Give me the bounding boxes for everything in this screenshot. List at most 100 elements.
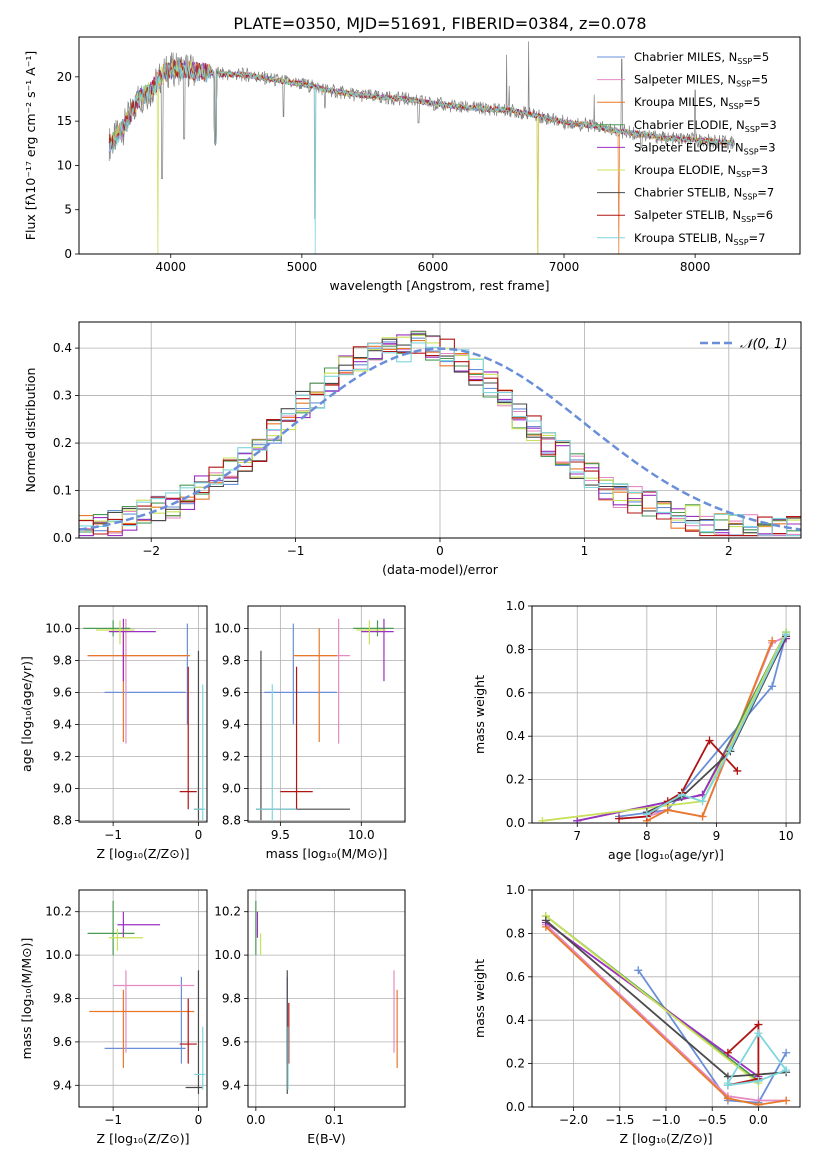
weight-marker-cyan xyxy=(723,1081,732,1090)
legend-entry: Salpeter STELIB, NSSP=6 xyxy=(634,208,773,224)
weight-line-cyan xyxy=(727,1031,788,1087)
legend-entry: Chabrier STELIB, NSSP=7 xyxy=(634,186,774,202)
legend-entry: Chabrier ELODIE, NSSP=3 xyxy=(634,118,777,134)
plot-area-Z-massweight xyxy=(541,912,791,1107)
y-tick-label: 9.6 xyxy=(53,685,72,699)
weight-marker-cyan xyxy=(698,797,707,806)
legend-entry: 𝒩(0, 1) xyxy=(740,337,787,352)
x-tick-label: −1 xyxy=(104,828,122,842)
weight-marker-blue xyxy=(782,1048,791,1057)
x-tick-label: 4000 xyxy=(155,260,186,274)
x-tick-label: −1 xyxy=(104,1113,122,1127)
weight-marker-cyan xyxy=(726,745,735,754)
legend-entry: Salpeter MILES, NSSP=5 xyxy=(634,73,768,89)
y-tick-label: 10.0 xyxy=(45,948,72,962)
y-tick-label: 0.2 xyxy=(53,436,72,450)
y-axis-label: mass weight xyxy=(472,675,487,754)
weight-marker-red xyxy=(754,1020,763,1029)
x-tick-label: 10.0 xyxy=(348,828,375,842)
weight-marker-cyan xyxy=(754,1076,763,1085)
panel-Z-massweight: −2.0 −1.5 −1.0 −0.5 0.0 0.0 0.2 0.4 0.6 0.8 1.0 Z [… xyxy=(472,883,801,1146)
y-tick-label: 0.8 xyxy=(506,642,525,656)
y-axis-label: Flux [fλ10⁻¹⁷ erg cm⁻² s⁻¹ A⁻¹] xyxy=(23,51,38,240)
y-tick-label: 0 xyxy=(64,247,72,261)
y-tick-label: 15 xyxy=(57,114,72,128)
axes-frame xyxy=(78,889,208,1108)
panel-EBV-mass: 0.0 0.1 9.4 9.6 9.8 10.0 10.2 E(B-V) xyxy=(214,889,406,1146)
x-tick-label: 5000 xyxy=(287,260,318,274)
figure-title: PLATE=0350, MJD=51691, FIBERID=0384, z=0… xyxy=(233,14,646,33)
model-spectrum-orange xyxy=(108,60,735,254)
plot-area-spectrum xyxy=(108,41,735,254)
weight-line-orange xyxy=(545,926,787,1106)
plot-area-EBV-mass xyxy=(255,900,398,1094)
x-tick-label: 0 xyxy=(195,1113,203,1127)
weight-marker-orange xyxy=(723,1094,732,1103)
x-tick-label: 0.1 xyxy=(325,1113,344,1127)
weight-marker-orange xyxy=(768,636,777,645)
y-tick-label: 10.2 xyxy=(45,905,72,919)
y-tick-label: 0.4 xyxy=(506,1013,525,1027)
weight-marker-cyan xyxy=(782,1066,791,1075)
x-tick-label: 1 xyxy=(581,544,589,558)
legend-entry: Kroupa MILES, NSSP=5 xyxy=(634,95,760,111)
y-tick-label: 0.8 xyxy=(506,926,525,940)
x-tick-label: 6000 xyxy=(418,260,449,274)
x-tick-label: 8000 xyxy=(680,260,711,274)
axes-frame xyxy=(247,605,406,823)
y-tick-label: 9.4 xyxy=(53,1078,72,1092)
weight-marker-gray xyxy=(541,916,550,925)
weight-marker-red xyxy=(705,736,714,745)
legend: Chabrier MILES, NSSP=5 Salpeter MILES, NS… xyxy=(597,50,777,247)
y-tick-label: 9.4 xyxy=(53,717,72,731)
axes-frame xyxy=(247,889,406,1108)
y-axis-label: Normed distribution xyxy=(23,368,38,493)
panel-mass-age: 9.5 10.0 8.8 9.0 9.2 9.4 9.6 9.8 10.0 mass [log₁₀… xyxy=(214,605,406,861)
y-tick-label: 0.6 xyxy=(506,686,525,700)
y-tick-label: 0.1 xyxy=(53,484,72,498)
axes-frame xyxy=(531,605,801,824)
panel-residuals: −2 −1 0 1 2 0.0 0.1 0.2 0.3 0.4 (data-model)/error… xyxy=(23,321,802,577)
y-tick-label: 0.3 xyxy=(53,389,72,403)
x-tick-label: −2.0 xyxy=(559,1113,588,1127)
weight-marker-cyan xyxy=(782,630,791,639)
weight-marker-blue xyxy=(768,682,777,691)
y-tick-label: 9.4 xyxy=(222,717,241,731)
weight-marker-orange xyxy=(782,1096,791,1105)
weight-marker-cyan xyxy=(642,810,651,819)
y-tick-label: 0.6 xyxy=(506,970,525,984)
model-spectrum-cyan xyxy=(108,58,735,254)
weight-marker-red xyxy=(723,1048,732,1057)
x-tick-label: −2 xyxy=(142,544,160,558)
y-tick-label: 5 xyxy=(64,203,72,217)
x-tick-label: 0 xyxy=(436,544,444,558)
weight-line-yellow xyxy=(545,915,759,1084)
y-tick-label: 0.0 xyxy=(53,531,72,545)
plot-area-age-massweight xyxy=(538,628,791,823)
panel-Z-age: −1 0 8.8 9.0 9.2 9.4 9.6 9.8 10.0 Z [log₁₀(Z/Z⊙)]… xyxy=(19,605,208,861)
y-tick-label: 8.8 xyxy=(53,813,72,827)
y-tick-label: 9.6 xyxy=(222,685,241,699)
weight-marker-red xyxy=(733,766,742,775)
y-tick-label: 9.8 xyxy=(53,653,72,667)
weight-marker-cyan xyxy=(754,1029,763,1038)
y-tick-label: 0.2 xyxy=(506,1057,525,1071)
y-tick-label: 1.0 xyxy=(506,883,525,897)
y-tick-label: 8.8 xyxy=(222,813,241,827)
weight-line-orange xyxy=(646,640,774,822)
x-tick-label: −1 xyxy=(287,544,305,558)
y-tick-label: 1.0 xyxy=(506,599,525,613)
panel-spectrum: 4000 5000 6000 7000 8000 0 5 10 15 20 wavelength [… xyxy=(23,36,801,293)
weight-line-gray xyxy=(545,919,787,1078)
x-tick-label: 7 xyxy=(573,829,581,843)
x-axis-label: age [log₁₀(age/yr)] xyxy=(608,847,724,862)
weight-line-pink xyxy=(545,924,787,1102)
model-spectrum-yellow xyxy=(108,59,735,254)
x-axis-label: (data-model)/error xyxy=(382,562,499,577)
y-tick-label: 9.0 xyxy=(53,781,72,795)
weight-marker-orange xyxy=(698,812,707,821)
x-tick-label: −1.5 xyxy=(605,1113,634,1127)
x-tick-label: 9.5 xyxy=(271,828,290,842)
x-tick-label: 0 xyxy=(195,828,203,842)
